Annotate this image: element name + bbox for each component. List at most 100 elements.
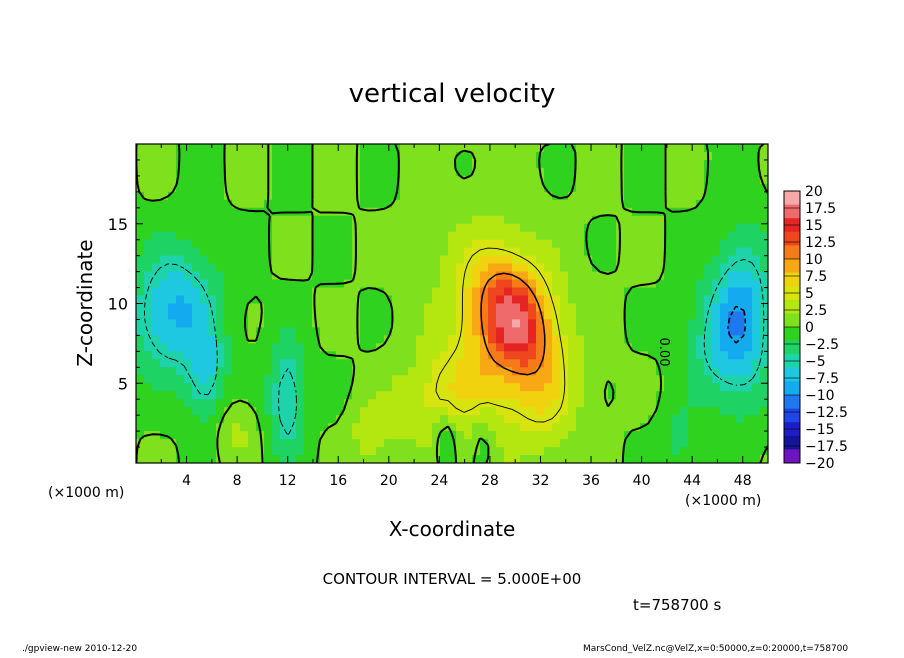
field-cell xyxy=(600,239,609,249)
field-cell xyxy=(472,439,481,448)
field-cell xyxy=(232,343,241,352)
field-cell xyxy=(688,431,697,440)
field-cell xyxy=(360,335,369,344)
field-cell xyxy=(712,319,721,329)
field-cell xyxy=(264,335,273,344)
field-cell xyxy=(280,263,289,273)
field-cell xyxy=(400,247,409,257)
field-cell xyxy=(280,439,289,448)
field-cell xyxy=(640,431,649,440)
field-cell xyxy=(648,407,657,416)
field-cell xyxy=(152,223,161,233)
field-cell xyxy=(752,399,761,408)
field-cell xyxy=(280,319,289,329)
field-cell xyxy=(616,423,625,432)
field-cell xyxy=(624,223,633,233)
field-cell xyxy=(544,239,553,249)
field-cell xyxy=(136,335,145,344)
field-cell xyxy=(576,191,585,201)
field-cell xyxy=(392,159,401,169)
field-cell xyxy=(304,311,313,321)
field-cell xyxy=(584,383,593,392)
field-cell xyxy=(408,367,417,376)
field-cell xyxy=(192,279,201,289)
field-cell xyxy=(288,439,297,448)
field-cell xyxy=(232,311,241,321)
field-cell xyxy=(656,455,665,463)
field-cell xyxy=(280,423,289,432)
field-cell xyxy=(168,279,177,289)
field-cell xyxy=(400,255,409,265)
field-cell xyxy=(712,367,721,376)
field-cell xyxy=(416,415,425,424)
field-cell xyxy=(704,367,713,376)
field-cell xyxy=(600,431,609,440)
field-cell xyxy=(640,287,649,297)
field-cell xyxy=(712,287,721,297)
field-cell xyxy=(392,239,401,249)
field-cell xyxy=(720,311,729,321)
field-cell xyxy=(592,144,601,153)
field-cell xyxy=(240,239,249,249)
field-cell xyxy=(592,167,601,177)
colorbar-segment xyxy=(784,449,800,464)
field-cell xyxy=(272,319,281,329)
field-cell xyxy=(528,167,537,177)
field-cell xyxy=(656,287,665,297)
field-cell xyxy=(456,287,465,297)
field-cell xyxy=(424,367,433,376)
field-cell xyxy=(392,183,401,193)
field-cell xyxy=(696,327,705,336)
field-cell xyxy=(328,455,337,463)
field-cell xyxy=(704,407,713,416)
field-cell xyxy=(432,255,441,265)
field-cell xyxy=(648,335,657,344)
field-cell xyxy=(720,447,729,456)
field-cell xyxy=(736,343,745,352)
field-cell xyxy=(632,343,641,352)
field-cell xyxy=(624,183,633,193)
field-cell xyxy=(648,415,657,424)
field-cell xyxy=(608,271,617,281)
field-cell xyxy=(640,351,649,360)
field-cell xyxy=(480,151,489,161)
field-cell xyxy=(568,159,577,169)
field-cell xyxy=(176,311,185,321)
field-cell xyxy=(136,191,145,201)
field-cell xyxy=(504,311,513,321)
field-cell xyxy=(248,343,257,352)
field-cell xyxy=(536,255,545,265)
field-cell xyxy=(192,263,201,273)
field-cell xyxy=(352,367,361,376)
field-cell xyxy=(440,287,449,297)
field-cell xyxy=(576,407,585,416)
field-cell xyxy=(152,383,161,392)
field-cell xyxy=(376,199,385,209)
field-cell xyxy=(200,447,209,456)
field-cell xyxy=(272,255,281,265)
field-cell xyxy=(560,391,569,400)
field-cell xyxy=(600,455,609,463)
field-cell xyxy=(208,295,217,305)
field-cell xyxy=(608,215,617,225)
field-cell xyxy=(440,399,449,408)
field-cell xyxy=(184,431,193,440)
field-cell xyxy=(248,159,257,169)
field-cell xyxy=(176,319,185,329)
field-cell xyxy=(272,311,281,321)
field-cell xyxy=(504,199,513,209)
field-cell xyxy=(144,207,153,217)
field-cell xyxy=(256,351,265,360)
field-cell xyxy=(704,431,713,440)
field-cell xyxy=(296,319,305,329)
field-cell xyxy=(232,239,241,249)
field-cell xyxy=(480,311,489,321)
field-cell xyxy=(336,335,345,344)
field-cell xyxy=(280,279,289,289)
field-cell xyxy=(656,231,665,241)
field-cell xyxy=(432,239,441,249)
field-cell xyxy=(592,351,601,360)
field-cell xyxy=(368,231,377,241)
field-cell xyxy=(600,255,609,265)
field-cell xyxy=(592,391,601,400)
